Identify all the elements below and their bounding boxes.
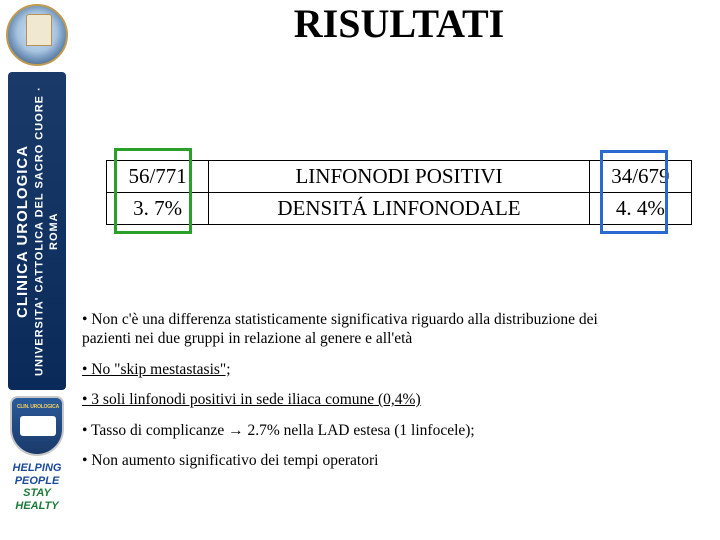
table-row: 3. 7% DENSITÁ LINFONODALE 4. 4% [107,193,692,225]
bullet-item: • Non aumento significativo dei tempi op… [82,451,716,470]
cell-left: 56/771 [107,161,209,193]
main-content: RISULTATI 56/771 LINFONODI POSITIVI 34/6… [78,0,720,540]
slide-title: RISULTATI [78,0,720,47]
table-row: 56/771 LINFONODI POSITIVI 34/679 [107,161,692,193]
banner-line-2: UNIVERSITA' CATTOLICA DEL SACRO CUORE · … [33,86,59,376]
cell-mid: DENSITÁ LINFONODALE [209,193,589,225]
banner-line-1: CLINICA UROLOGICA [14,144,31,317]
bullet-item: • Tasso di complicanze → 2.7% nella LAD … [82,421,716,440]
cell-right: 4. 4% [589,193,691,225]
badge-line-1: HELPING PEOPLE [13,462,62,487]
arrow-icon: → [228,422,244,439]
vertical-banner: CLINICA UROLOGICA UNIVERSITA' CATTOLICA … [8,72,66,390]
bullet-item: • Non c'è una differenza statisticamente… [82,310,716,349]
cell-mid: LINFONODI POSITIVI [209,161,589,193]
clinic-badge: HELPING PEOPLE STAY HEALTY [4,396,70,536]
vertical-banner-text: CLINICA UROLOGICA UNIVERSITA' CATTOLICA … [13,72,61,390]
badge-line-2: STAY HEALTY [15,487,58,512]
bullet-item: • 3 soli linfonodi positivi in sede ilia… [82,390,716,409]
cell-left: 3. 7% [107,193,209,225]
bullet-item: • No "skip mestastasis"; [82,360,716,379]
results-table: 56/771 LINFONODI POSITIVI 34/679 3. 7% D… [106,160,692,225]
cell-right: 34/679 [589,161,691,193]
badge-slogan: HELPING PEOPLE STAY HEALTY [4,462,70,513]
bullet-list: • Non c'è una differenza statisticamente… [82,310,716,481]
shield-icon [10,396,64,456]
university-emblem [6,4,68,66]
sidebar: CLINICA UROLOGICA UNIVERSITA' CATTOLICA … [0,0,75,540]
